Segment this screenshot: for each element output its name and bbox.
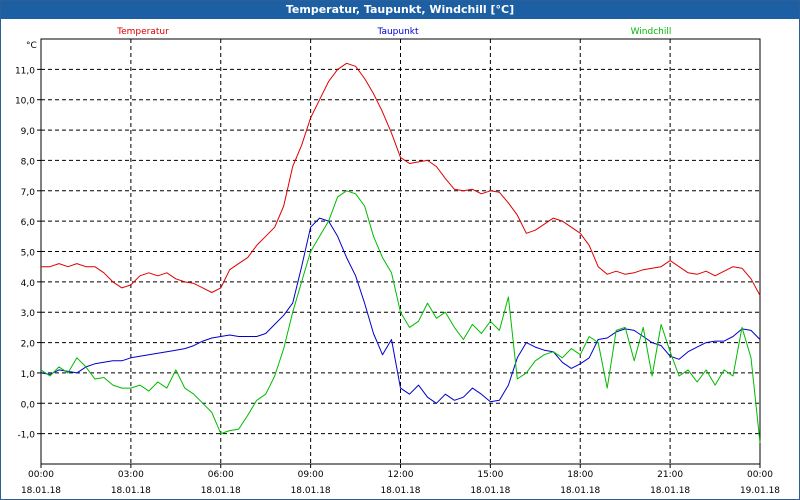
y-axis-unit-label: °C <box>26 41 37 51</box>
x-tick-date-label: 18.01.18 <box>470 486 510 496</box>
plot-frame <box>40 38 761 465</box>
y-tick-label: 2,0 <box>21 340 36 350</box>
legend-label-temperatur: Temperatur <box>116 27 169 37</box>
x-tick-time-label: 18:00 <box>567 470 593 480</box>
x-tick-date-label: 18.01.18 <box>560 486 600 496</box>
y-tick-label: 5,0 <box>21 249 36 259</box>
y-tick-label: 4,0 <box>21 279 36 289</box>
series-line-temperatur <box>41 62 761 296</box>
y-tick-label: 7,0 <box>21 188 36 198</box>
y-tick-label: -1,0 <box>17 431 35 441</box>
chart-canvas: -1,0 0,0 1,0 2,0 3,0 4,0 5,0 6,0 7,0 8,0 9,0 10,0 11… <box>15 27 780 496</box>
x-tick-date-label: 18.01.18 <box>650 486 690 496</box>
y-tick-label: 1,0 <box>21 370 36 380</box>
y-tick-label: 6,0 <box>21 218 36 228</box>
window-title: Temperatur, Taupunkt, Windchill [°C] <box>1 1 799 19</box>
series-line-windchill <box>40 190 761 443</box>
x-tick-time-label: 09:00 <box>298 470 324 480</box>
x-tick-date-label: 18.01.18 <box>201 486 241 496</box>
x-tick-date-label: 18.01.18 <box>111 486 151 496</box>
y-tick-label: 3,0 <box>21 309 36 319</box>
y-tick-label: 0,0 <box>21 400 36 410</box>
axes <box>37 38 761 468</box>
x-tick-time-label: 21:00 <box>657 470 683 480</box>
x-tick-time-label: 03:00 <box>118 470 144 480</box>
x-tick-time-label: 06:00 <box>208 470 234 480</box>
x-tick-date-label: 18.01.18 <box>21 486 61 496</box>
x-tick-time-label: 00:00 <box>747 470 773 480</box>
x-tick-time-label: 00:00 <box>28 470 54 480</box>
y-tick-label: 10,0 <box>15 97 35 107</box>
x-tick-time-label: 15:00 <box>477 470 503 480</box>
x-tick-date-label: 19.01.18 <box>740 486 780 496</box>
x-tick-date-label: 18.01.18 <box>380 486 420 496</box>
y-tick-label: 9,0 <box>21 127 36 137</box>
legend-label-taupunkt: Taupunkt <box>376 27 419 37</box>
y-tick-label: 11,0 <box>15 66 35 76</box>
series-group <box>40 62 761 443</box>
grid <box>41 39 760 464</box>
x-tick-time-label: 12:00 <box>388 470 414 480</box>
labels: -1,0 0,0 1,0 2,0 3,0 4,0 5,0 6,0 7,0 8,0 9,0 10,0 11… <box>15 27 780 496</box>
y-tick-label: 8,0 <box>21 157 36 167</box>
x-tick-date-label: 18.01.18 <box>291 486 331 496</box>
series-line-taupunkt <box>40 217 761 404</box>
legend-label-windchill: Windchill <box>631 27 672 37</box>
